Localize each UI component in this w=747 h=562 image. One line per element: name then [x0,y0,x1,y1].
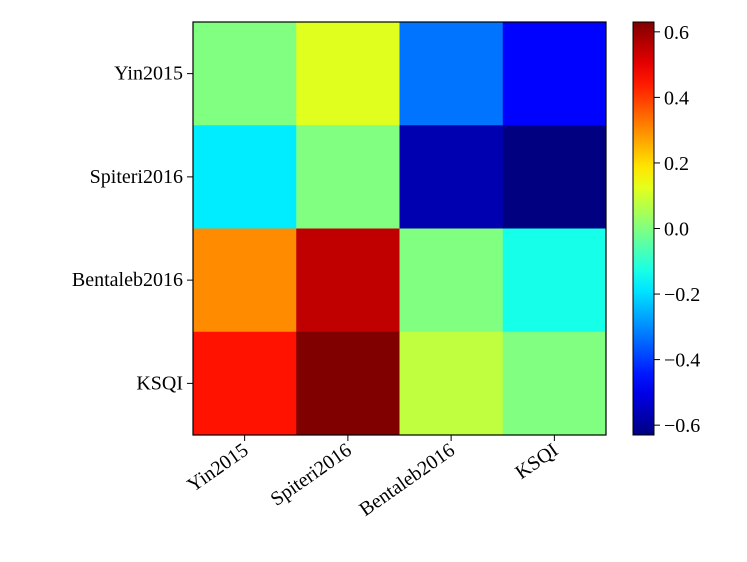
x-tick-label-yin2015: Yin2015 [183,439,252,497]
heatmap-cell-yin2015-yin2015 [193,22,297,126]
colorbar-tick-label: −0.4 [664,350,700,372]
x-tick-label-spiteri2016: Spiteri2016 [267,439,356,511]
heatmap-cell-yin2015-bentaleb2016 [399,22,504,126]
plot-frame [192,21,607,436]
colorbar-tick-label: 0.0 [664,219,689,241]
y-tick-label-yin2015: Yin2015 [114,63,183,85]
heatmap-cell-yin2015-spiteri2016 [296,22,400,126]
heatmap-cell-spiteri2016-yin2015 [193,125,297,229]
colorbar-tick-label: −0.6 [664,415,700,437]
y-tick-label-bentaleb2016: Bentaleb2016 [72,269,183,291]
heatmap-cell-spiteri2016-ksqi [502,125,607,229]
heatmap-cell-ksqi-bentaleb2016 [399,331,504,436]
heatmap-cell-ksqi-yin2015 [193,331,297,436]
x-axis: Yin2015 Spiteri2016 Bentaleb2016 KSQI [183,435,562,521]
heatmap-cell-bentaleb2016-ksqi [502,228,607,333]
colorbar-ticks: −0.6 −0.4 −0.2 0.0 0.2 0.4 0.6 [654,22,700,437]
colorbar-tick-label: 0.6 [664,22,689,44]
colorbar-tick-label: 0.2 [664,153,689,175]
y-tick-label-spiteri2016: Spiteri2016 [90,166,183,188]
colorbar-tick-label: −0.2 [664,284,700,306]
y-tick-label-ksqi: KSQI [136,372,183,394]
colorbar-tick-label: 0.4 [664,87,689,109]
heatmap-cell-ksqi-ksqi [502,331,607,436]
y-axis: Yin2015 Spiteri2016 Bentaleb2016 KSQI [72,63,193,394]
heatmap-cell-bentaleb2016-spiteri2016 [296,228,400,333]
x-tick-label-bentaleb2016: Bentaleb2016 [355,439,459,521]
heatmap-cell-yin2015-ksqi [502,22,607,126]
heatmap-cells [193,22,607,436]
heatmap-cell-bentaleb2016-bentaleb2016 [399,228,504,333]
colorbar: −0.6 −0.4 −0.2 0.0 0.2 0.4 0.6 [632,21,700,437]
colorbar-gradient [632,21,655,436]
x-tick-label-ksqi: KSQI [511,439,562,484]
heatmap-cell-spiteri2016-bentaleb2016 [399,125,504,229]
heatmap-cell-bentaleb2016-yin2015 [193,228,297,333]
heatmap-cell-ksqi-spiteri2016 [296,331,400,436]
heatmap-cell-spiteri2016-spiteri2016 [296,125,400,229]
